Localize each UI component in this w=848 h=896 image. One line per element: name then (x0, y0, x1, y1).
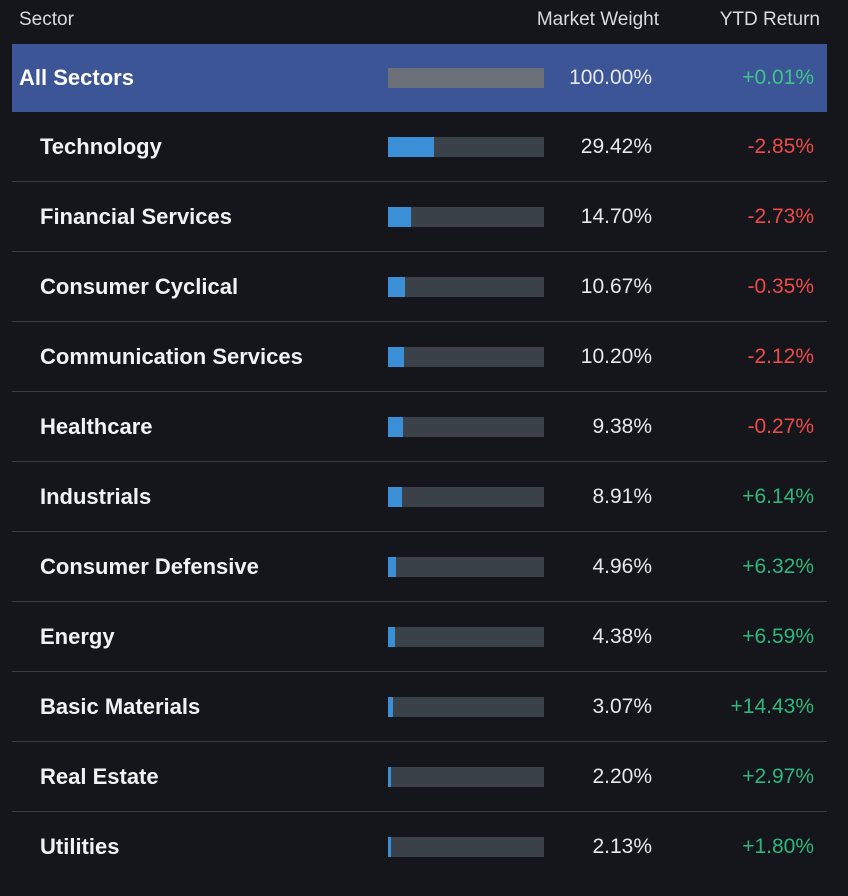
ytd-return-value: +0.01% (742, 66, 814, 89)
sector-name: All Sectors (19, 65, 134, 90)
ytd-return-value: -2.73% (747, 204, 814, 228)
sector-name: Utilities (40, 834, 120, 859)
weight-bar (388, 837, 544, 857)
sector-row[interactable]: Basic Materials 3.07% +14.43% (12, 672, 827, 742)
ytd-return-value: -2.85% (747, 134, 814, 158)
sector-name: Consumer Defensive (40, 553, 259, 579)
weight-bar (388, 206, 544, 227)
table-body: All Sectors 100.00% +0.01% Technology 29.42%… (12, 44, 827, 882)
sector-name: Energy (40, 623, 115, 649)
sector-name: Real Estate (40, 763, 159, 789)
weight-bar-fill (388, 206, 411, 227)
ytd-return-value: +6.14% (742, 484, 814, 508)
ytd-return-value: -0.35% (747, 274, 814, 298)
market-weight-value: 4.38% (592, 624, 652, 648)
market-weight-value: 2.13% (592, 835, 652, 858)
sector-name: Financial Services (40, 203, 232, 229)
ytd-return-value: +6.59% (742, 624, 814, 648)
weight-bar (388, 276, 544, 297)
market-weight-value: 9.38% (592, 414, 652, 438)
sector-row[interactable]: Financial Services 14.70% -2.73% (12, 182, 827, 252)
ytd-return-value: -0.27% (747, 414, 814, 438)
weight-bar (388, 766, 544, 787)
sector-row[interactable]: Consumer Cyclical 10.67% -0.35% (12, 252, 827, 322)
market-weight-value: 2.20% (592, 764, 652, 788)
sector-name: Healthcare (40, 413, 153, 439)
sector-row[interactable]: Utilities 2.13% +1.80% (12, 812, 827, 882)
header-sector[interactable]: Sector (19, 9, 74, 30)
sector-name: Industrials (40, 483, 152, 509)
ytd-return-value: -2.12% (747, 344, 814, 368)
weight-bar (388, 136, 544, 157)
sector-table: Sector Market Weight YTD Return All Sect… (12, 0, 827, 882)
table-header: Sector Market Weight YTD Return (12, 0, 827, 44)
market-weight-value: 8.91% (592, 484, 652, 508)
sector-row[interactable]: Industrials 8.91% +6.14% (12, 462, 827, 532)
weight-bar-fill (388, 416, 403, 437)
weight-bar-fill (388, 346, 404, 367)
weight-bar (388, 696, 544, 717)
market-weight-value: 3.07% (592, 694, 652, 718)
sector-name: Consumer Cyclical (40, 273, 239, 299)
market-weight-value: 100.00% (569, 66, 652, 89)
header-market-weight[interactable]: Market Weight (536, 9, 659, 30)
weight-bar-fill (388, 766, 392, 787)
market-weight-value: 29.42% (580, 134, 652, 158)
sector-row[interactable]: Energy 4.38% +6.59% (12, 602, 827, 672)
ytd-return-value: +6.32% (742, 554, 814, 578)
sector-row[interactable]: Real Estate 2.20% +2.97% (12, 742, 827, 812)
weight-bar-fill (388, 837, 392, 857)
weight-bar (388, 346, 544, 367)
weight-bar-fill (388, 68, 544, 88)
market-weight-value: 10.67% (580, 274, 652, 298)
weight-bar (388, 556, 544, 577)
ytd-return-value: +2.97% (742, 764, 814, 788)
header-ytd-return[interactable]: YTD Return (719, 9, 820, 30)
weight-bar (388, 416, 544, 437)
weight-bar (388, 68, 544, 88)
all-sectors-row[interactable]: All Sectors 100.00% +0.01% (12, 44, 827, 112)
sector-name: Communication Services (40, 343, 303, 369)
market-weight-value: 4.96% (592, 554, 652, 578)
sector-row[interactable]: Consumer Defensive 4.96% +6.32% (12, 532, 827, 602)
sector-name: Basic Materials (40, 693, 201, 719)
weight-bar-fill (388, 486, 402, 507)
sector-row[interactable]: Healthcare 9.38% -0.27% (12, 392, 827, 462)
sector-name: Technology (40, 133, 162, 159)
weight-bar (388, 486, 544, 507)
weight-bar-fill (388, 626, 395, 647)
ytd-return-value: +1.80% (742, 835, 814, 858)
market-weight-value: 14.70% (580, 204, 652, 228)
weight-bar-fill (388, 556, 396, 577)
sector-row[interactable]: Technology 29.42% -2.85% (12, 112, 827, 182)
weight-bar-fill (388, 696, 393, 717)
market-weight-value: 10.20% (580, 344, 652, 368)
sector-row[interactable]: Communication Services 10.20% -2.12% (12, 322, 827, 392)
weight-bar-fill (388, 276, 405, 297)
ytd-return-value: +14.43% (730, 694, 815, 718)
weight-bar (388, 626, 544, 647)
weight-bar-fill (388, 136, 434, 157)
